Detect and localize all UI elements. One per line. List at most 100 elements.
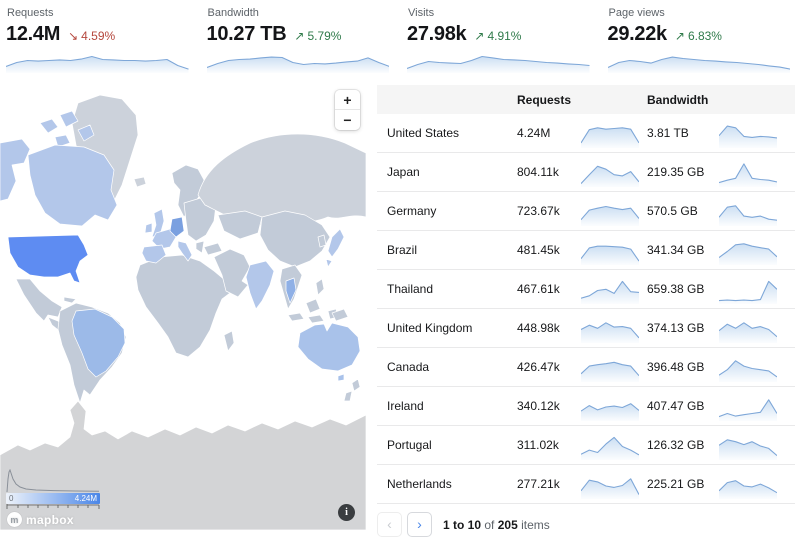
country-philippines[interactable] [315,278,325,296]
map-color-scale-legend: 0 4.24M [6,469,100,509]
country-germany[interactable] [169,216,185,238]
kpi-change: ↗ 6.83% [675,29,722,43]
country-mexico[interactable] [15,278,63,322]
requests-value: 467.61k [517,282,560,296]
country-iceland[interactable] [133,176,147,188]
country-canada[interactable] [27,144,118,227]
country-thailand[interactable] [285,277,297,304]
mapbox-attribution[interactable]: m mapbox [7,512,74,527]
bandwidth-value: 396.48 GB [647,360,705,374]
country-italy[interactable] [177,240,193,262]
kpi-card-visits: Visits 27.98k ↗ 4.91% [407,5,590,76]
map-info-icon[interactable]: i [338,504,355,521]
kpi-change: ↘ 4.59% [68,29,115,43]
trend-arrow-icon: ↗ [674,29,685,43]
table-row[interactable]: United States 4.24M 3.81 TB [377,114,795,153]
legend-max-label: 4.24M [74,494,97,503]
kpi-change-percent: 4.59% [81,29,116,43]
table-row[interactable]: Germany 723.67k 570.5 GB [377,192,795,231]
kpi-sparkline [407,49,590,73]
country-name: United States [387,126,460,140]
country-antarctica[interactable] [0,400,366,530]
kpi-sparkline [206,49,389,73]
country-turkey[interactable] [203,242,223,256]
kpi-card-page-views: Page views 29.22k ↗ 6.83% [607,5,790,76]
requests-sparkline [581,274,647,304]
region-middle-east[interactable] [213,248,251,298]
kpi-label: Bandwidth [207,7,259,19]
country-name: Portugal [387,438,432,452]
requests-value: 804.11k [517,165,559,179]
country-japan[interactable] [325,228,345,268]
bandwidth-sparkline [719,274,795,304]
requests-value: 311.02k [517,438,559,452]
table-row[interactable]: United Kingdom 448.98k 374.13 GB [377,309,795,348]
country-new-zealand[interactable] [343,378,361,402]
region-central-asia[interactable] [217,210,263,240]
bandwidth-sparkline [719,430,795,460]
region-balkans[interactable] [195,240,205,254]
mapbox-logo-icon: m [7,512,22,527]
table-row[interactable]: Japan 804.11k 219.35 GB [377,153,795,192]
table-row[interactable]: Netherlands 277.21k 225.21 GB [377,465,795,504]
table-row[interactable]: Ireland 340.12k 407.47 GB [377,387,795,426]
bandwidth-sparkline [719,469,795,499]
table-header-row: Requests Bandwidth [377,85,795,114]
kpi-change: ↗ 4.91% [474,29,521,43]
world-map[interactable] [0,85,366,530]
chevron-right-icon: › [417,515,422,532]
bandwidth-value: 570.5 GB [647,204,698,218]
bandwidth-sparkline [719,118,795,148]
country-madagascar[interactable] [223,330,235,352]
table-row[interactable]: Portugal 311.02k 126.32 GB [377,426,795,465]
requests-value: 340.12k [517,399,560,413]
pagination-prev-button[interactable]: ‹ [377,512,402,537]
countries-table: Requests Bandwidth United States 4.24M 3… [377,85,795,537]
pagination-next-button[interactable]: › [407,512,432,537]
requests-value: 448.98k [517,321,560,335]
kpi-card-bandwidth: Bandwidth 10.27 TB ↗ 5.79% [206,5,389,76]
region-alaska[interactable] [0,138,31,202]
kpi-sparkline [6,49,189,73]
bandwidth-sparkline [719,391,795,421]
country-name: Japan [387,165,420,179]
country-name: Brazil [387,243,418,257]
country-brazil[interactable] [71,308,126,378]
table-row[interactable]: Brazil 481.45k 341.34 GB [377,231,795,270]
country-korea[interactable] [317,234,327,248]
region-canadian-archipelago[interactable] [39,110,95,148]
map-zoom-in-button[interactable]: + [335,90,360,110]
bandwidth-sparkline [719,352,795,382]
country-india[interactable] [245,260,275,310]
requests-value: 426.47k [517,360,560,374]
legend-min-label: 0 [9,494,14,503]
country-new-guinea[interactable] [331,308,349,322]
region-africa[interactable] [135,254,231,358]
requests-sparkline [581,313,647,343]
requests-sparkline [581,391,647,421]
map-zoom-out-button[interactable]: − [335,110,360,130]
bandwidth-value: 374.13 GB [647,321,705,335]
bandwidth-value: 341.34 GB [647,243,705,257]
country-ireland[interactable] [144,222,153,234]
country-united-states[interactable] [7,234,89,284]
kpi-value: 27.98k [407,23,467,45]
bandwidth-sparkline [719,235,795,265]
table-row[interactable]: Canada 426.47k 396.48 GB [377,348,795,387]
country-indonesia[interactable] [287,298,339,324]
world-map-panel[interactable]: + − 0 4.24M m mapbox i [0,85,366,530]
country-name: United Kingdom [387,321,473,335]
requests-sparkline [581,430,647,460]
country-australia[interactable] [297,322,361,372]
requests-sparkline [581,118,647,148]
legend-distribution-chart [6,469,100,493]
pagination: ‹ › 1 to 10 of 205 items [377,512,795,537]
region-tasmania[interactable] [337,373,345,382]
region-iberia[interactable] [141,244,167,264]
pagination-total: 205 [497,517,518,532]
country-china[interactable] [259,210,331,268]
bandwidth-value: 225.21 GB [647,477,705,491]
table-row[interactable]: Thailand 467.61k 659.38 GB [377,270,795,309]
bandwidth-value: 3.81 TB [647,126,689,140]
kpi-card-requests: Requests 12.4M ↘ 4.59% [6,5,189,76]
